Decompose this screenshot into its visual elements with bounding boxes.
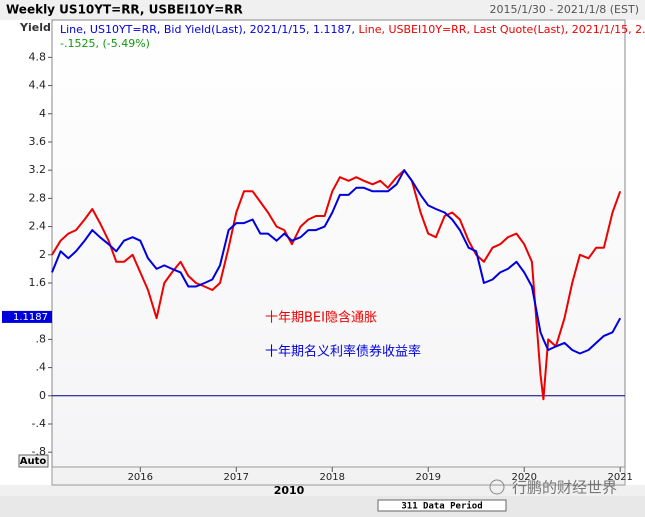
y-tick-label: 0: [39, 389, 46, 402]
y-tick-label: .8: [36, 332, 47, 345]
series-line: [51, 169, 622, 355]
legend-change: -.1525, (-5.49%): [60, 37, 150, 50]
y-tick-label: -.4: [32, 417, 46, 430]
x-tick-label: 2018: [320, 472, 345, 483]
x-tick-label: 2017: [224, 472, 249, 483]
y-tick-label: 2: [39, 248, 46, 261]
y-tick-label: 4.4: [29, 79, 47, 92]
annotation: 十年期BEI隐含通胀: [265, 310, 377, 326]
scale-mode[interactable]: Auto: [20, 456, 47, 467]
scale-mode-button[interactable]: [18, 454, 49, 468]
x-tick-label: 2016: [128, 472, 153, 483]
watermark-icon: [489, 479, 505, 495]
data-period: 311 Data Period: [401, 501, 482, 512]
legend-entry: Line, US10YT=RR, Bid Yield(Last), 2021/1…: [60, 23, 355, 36]
y-tick-label: .4: [36, 361, 47, 374]
legend-entry: Line, USBEI10Y=RR, Last Quote(Last), 202…: [359, 23, 645, 36]
y-tick-label: 2.4: [29, 220, 47, 233]
y-tick-label: -.8: [32, 445, 46, 458]
y-tick-label: 3.2: [29, 163, 47, 176]
series-line: [51, 169, 622, 401]
chart-title: Weekly US10YT=RR, USBEI10Y=RR: [6, 3, 243, 17]
y-tick-label: 1.6: [29, 276, 47, 289]
last-value-marker: [2, 310, 52, 323]
footer-year: 2010: [274, 484, 305, 497]
legend: Line, US10YT=RR, Bid Yield(Last), 2021/1…: [60, 23, 645, 36]
annotation: 十年期名义利率债券收益率: [265, 344, 421, 360]
y-tick-label: 3.6: [29, 135, 47, 148]
chart-subtitle: 2015/1/30 - 2021/1/8 (EST): [490, 3, 640, 16]
y-tick-label: 4: [39, 107, 46, 120]
scrollbar: [0, 496, 645, 517]
last-value-label: 1.1187: [13, 312, 48, 323]
y-tick-label: 2.8: [29, 191, 47, 204]
x-tick-label: 2019: [416, 472, 441, 483]
watermark: 行鹏的财经世界: [512, 479, 617, 497]
data-period-box: [377, 499, 507, 512]
x-axis-band: [51, 466, 626, 486]
x-tick-label: 2021: [607, 472, 632, 483]
plot-area: [51, 19, 626, 468]
y-axis-label: Yield: [19, 21, 51, 34]
y-tick-label: 4.8: [29, 50, 47, 63]
x-tick-label: 2020: [511, 472, 536, 483]
